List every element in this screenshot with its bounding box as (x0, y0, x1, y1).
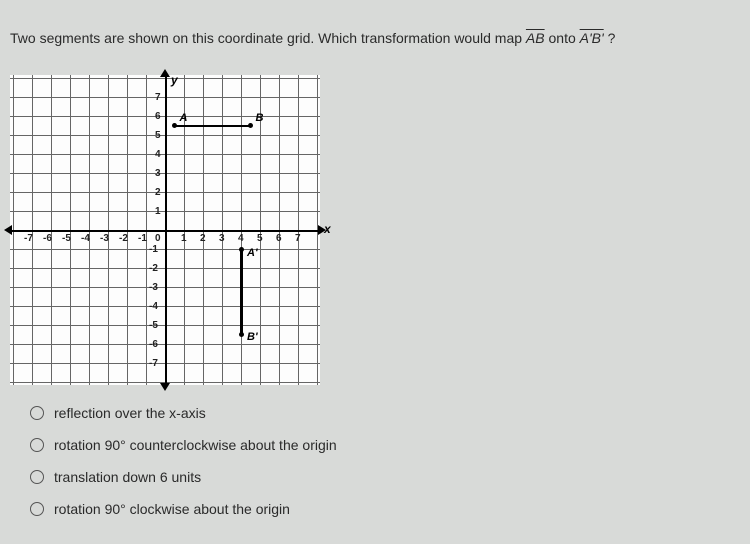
question-mid: onto (549, 30, 580, 46)
x-tick-label: 6 (276, 233, 282, 244)
x-tick-label: -3 (100, 233, 109, 244)
y-tick-label: -5 (149, 320, 158, 331)
y-tick-label: 5 (155, 130, 161, 141)
option-c[interactable]: translation down 6 units (30, 469, 337, 485)
x-tick-label: 1 (181, 233, 187, 244)
y-tick-label: -2 (149, 263, 158, 274)
radio-icon (30, 406, 44, 420)
y-tick-label: -4 (149, 301, 158, 312)
y-tick-label: -6 (149, 339, 158, 350)
axis-arrow-icon (4, 225, 12, 235)
x-tick-label: -7 (24, 233, 33, 244)
point-label: B' (247, 331, 258, 343)
x-tick-label: 7 (295, 233, 301, 244)
y-tick-label: 4 (155, 149, 161, 160)
x-tick-label: 3 (219, 233, 225, 244)
option-label: translation down 6 units (54, 469, 201, 485)
option-label: reflection over the x-axis (54, 405, 206, 421)
x-tick-label: 2 (200, 233, 206, 244)
y-tick-label: -3 (149, 282, 158, 293)
y-axis-label: y (171, 73, 178, 87)
radio-icon (30, 438, 44, 452)
point-label: B (256, 112, 264, 124)
question-suffix: ? (608, 30, 616, 46)
y-tick-label: -1 (149, 244, 158, 255)
segment-ab: AB (526, 30, 545, 46)
y-tick-label: 6 (155, 111, 161, 122)
x-tick-label: -4 (81, 233, 90, 244)
y-tick-label: 2 (155, 187, 161, 198)
option-label: rotation 90° counterclockwise about the … (54, 437, 337, 453)
segment (175, 125, 251, 128)
x-tick-label: 4 (238, 233, 244, 244)
segment (240, 249, 243, 335)
radio-icon (30, 502, 44, 516)
segment-aprime-bprime: A'B' (580, 30, 604, 46)
y-tick-label: 7 (155, 92, 161, 103)
point-dot (172, 123, 177, 128)
answer-options: reflection over the x-axis rotation 90° … (30, 405, 337, 533)
point-dot (239, 332, 244, 337)
x-tick-label: -5 (62, 233, 71, 244)
x-tick-label: 5 (257, 233, 263, 244)
y-tick-label: -7 (149, 358, 158, 369)
option-label: rotation 90° clockwise about the origin (54, 501, 290, 517)
option-d[interactable]: rotation 90° clockwise about the origin (30, 501, 337, 517)
point-label: A' (247, 247, 258, 259)
axis-arrow-icon (160, 69, 170, 77)
question-text: Two segments are shown on this coordinat… (10, 30, 615, 46)
coordinate-grid: -7 -6 -5 -4 -3 -2 -1 1 2 3 4 5 6 7 7 6 5 4 3 2 1 -1 -2 -3 -4 -5 -6… (10, 75, 320, 385)
y-tick-label: 3 (155, 168, 161, 179)
axis-arrow-icon (160, 383, 170, 391)
question-prefix: Two segments are shown on this coordinat… (10, 30, 526, 46)
x-tick-label: -6 (43, 233, 52, 244)
option-a[interactable]: reflection over the x-axis (30, 405, 337, 421)
x-tick-label: -2 (119, 233, 128, 244)
radio-icon (30, 470, 44, 484)
option-b[interactable]: rotation 90° counterclockwise about the … (30, 437, 337, 453)
y-tick-label: 1 (155, 206, 161, 217)
origin-label: 0 (155, 233, 161, 244)
y-axis (165, 75, 167, 385)
point-dot (248, 123, 253, 128)
x-axis-label: x (324, 222, 331, 236)
point-dot (239, 247, 244, 252)
x-tick-label: -1 (138, 233, 147, 244)
point-label: A (180, 112, 188, 124)
